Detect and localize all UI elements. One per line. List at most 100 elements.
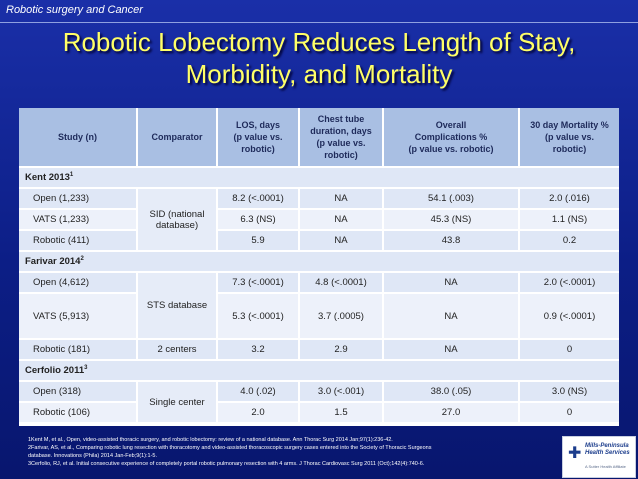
table-row: Robotic (181) 2 centers 3.2 2.9 NA 0 [19,338,619,360]
cell-study: Robotic (181) [19,338,138,360]
cell-comparator: SID (national database) [137,187,218,251]
group-label: Kent 20131 [19,166,619,188]
cell-study: Open (318) [19,380,138,402]
group-name: Cerfolio 2011 [25,365,85,377]
cell-mortality: 0.9 (<.0001) [519,292,619,339]
slide-title: Robotic Lobectomy Reduces Length of Stay… [0,26,638,90]
ref-marker: 2 [80,255,84,262]
cell-los: 5.9 [217,229,300,251]
references: 1Kent M, et al., Open, video-assisted th… [28,436,548,468]
cell-mortality: 1.1 (NS) [519,208,619,230]
cell-complications: 43.8 [383,229,520,251]
header-study: Study (n) [19,108,138,167]
header-mortality: 30 day Mortality % (p value vs. robotic) [519,108,619,167]
group-label: Cerfolio 20113 [19,359,619,381]
cell-mortality: 0 [519,401,619,422]
table-row: Open (1,233) SID (national database) 8.2… [19,187,619,251]
cell-chest: 3.0 (<.001) [299,380,384,402]
cell-los: 8.2 (<.0001) [217,187,300,209]
cell-comparator: 2 centers [137,338,218,360]
slide-title-line1: Robotic Lobectomy Reduces Length of Stay… [62,27,576,57]
cell-complications: 38.0 (.05) [383,380,520,402]
group-row-farivar: Farivar 20142 [19,250,619,272]
header-los-l1: LOS, days [235,120,280,130]
header-comparator: Comparator [137,108,218,167]
cell-chest: 3.7 (.0005) [299,292,384,339]
group-name: Farivar 2014 [25,256,81,268]
header-chest-l1: Chest tube [317,114,365,124]
cell-mortality: 0 [519,338,619,360]
cell-study: Robotic (106) [19,401,138,422]
header-mort-l1: 30 day Mortality % [530,120,609,130]
table-row: Robotic (106) 2.0 1.5 27.0 0 [19,401,619,422]
cell-chest: NA [299,187,384,209]
cell-complications: 45.3 (NS) [383,208,520,230]
hospital-logo: ✚ Mills-Peninsula Health Services A Sutt… [562,436,636,478]
header-complications: Overall Complications % (p value vs. rob… [383,108,520,167]
results-table: Study (n) Comparator LOS, days (p value … [19,108,619,426]
header-chest-l4: robotic) [324,150,358,160]
group-row-cerfolio: Cerfolio 20113 [19,359,619,381]
cell-complications: 54.1 (.003) [383,187,520,209]
header-los-l3: robotic) [241,144,275,154]
cell-los: 5.3 (<.0001) [217,292,300,339]
cell-study: VATS (1,233) [19,208,138,230]
reference-3: 3Cerfolio, RJ, et al. Initial consecutiv… [28,461,425,467]
logo-name: Mills-Peninsula Health Services [585,443,630,457]
reference-2: 2Farivar, AS, et al., Comparing robotic … [28,445,432,451]
cell-study: Open (4,612) [19,271,138,293]
cell-los: 3.2 [217,338,300,360]
cell-los: 2.0 [217,401,300,422]
cell-mortality: 0.2 [519,229,619,251]
table-row: VATS (5,913) 5.3 (<.0001) 3.7 (.0005) NA… [19,292,619,339]
reference-2-cont: database. Innovations (Phila) 2014 Jan-F… [28,453,158,459]
table-header-row: Study (n) Comparator LOS, days (p value … [19,108,619,167]
cell-mortality: 2.0 (.016) [519,187,619,209]
cell-mortality: 2.0 (<.0001) [519,271,619,293]
cell-los: 4.0 (.02) [217,380,300,402]
logo-name-line2: Health Services [585,450,630,456]
cross-logo-icon: ✚ [568,445,582,462]
header-chest-l2: duration, days [310,126,372,136]
section-header-bar: Robotic surgery and Cancer [0,0,638,23]
header-comp-l1: Overall [435,120,467,130]
cell-mortality: 3.0 (NS) [519,380,619,402]
group-name: Kent 2013 [25,172,70,184]
cell-comparator: Single center [137,380,218,422]
cell-chest: 1.5 [299,401,384,422]
header-mort-l3: robotic) [552,144,587,154]
table-row: Open (318) Single center 4.0 (.02) 3.0 (… [19,380,619,422]
header-chest-tube: Chest tube duration, days (p value vs. r… [299,108,384,167]
cell-chest: 2.9 [299,338,384,360]
cell-complications: 27.0 [383,401,520,422]
logo-tagline: A Sutter Health Affiliate [585,464,626,469]
cell-complications: NA [383,338,520,360]
logo-name-line1: Mills-Peninsula [585,443,629,449]
ref-marker: 1 [69,171,74,178]
cell-chest: NA [299,229,384,251]
group-row-kent: Kent 20131 [19,166,619,188]
cell-los: 6.3 (NS) [217,208,300,230]
cell-los: 7.3 (<.0001) [217,271,300,293]
cell-complications: NA [383,292,520,339]
cell-chest: 4.8 (<.0001) [299,271,384,293]
reference-1: 1Kent M, et al., Open, video-assisted th… [28,437,393,443]
header-comp-l2: Complications % [414,132,488,142]
cell-study: Robotic (411) [19,229,138,251]
group-label: Farivar 20142 [19,250,619,272]
header-comp-l3: (p value vs. robotic) [408,144,494,154]
cell-chest: NA [299,208,384,230]
cell-study: VATS (5,913) [19,292,138,339]
table-row: Open (4,612) STS database 7.3 (<.0001) 4… [19,271,619,339]
header-los-l2: (p value vs. [233,132,283,142]
header-chest-l3: (p value vs. [316,138,366,148]
ref-marker: 3 [84,364,88,371]
cell-study: Open (1,233) [19,187,138,209]
section-label: Robotic surgery and Cancer [6,4,143,16]
table-row: Robotic (411) 5.9 NA 43.8 0.2 [19,229,619,251]
slide-title-line2: Morbidity, and Mortality [185,59,453,89]
header-mort-l2: (p value vs. [544,132,595,142]
header-los: LOS, days (p value vs. robotic) [217,108,300,167]
cell-comparator: STS database [137,271,218,339]
table-row: VATS (1,233) 6.3 (NS) NA 45.3 (NS) 1.1 (… [19,208,619,230]
